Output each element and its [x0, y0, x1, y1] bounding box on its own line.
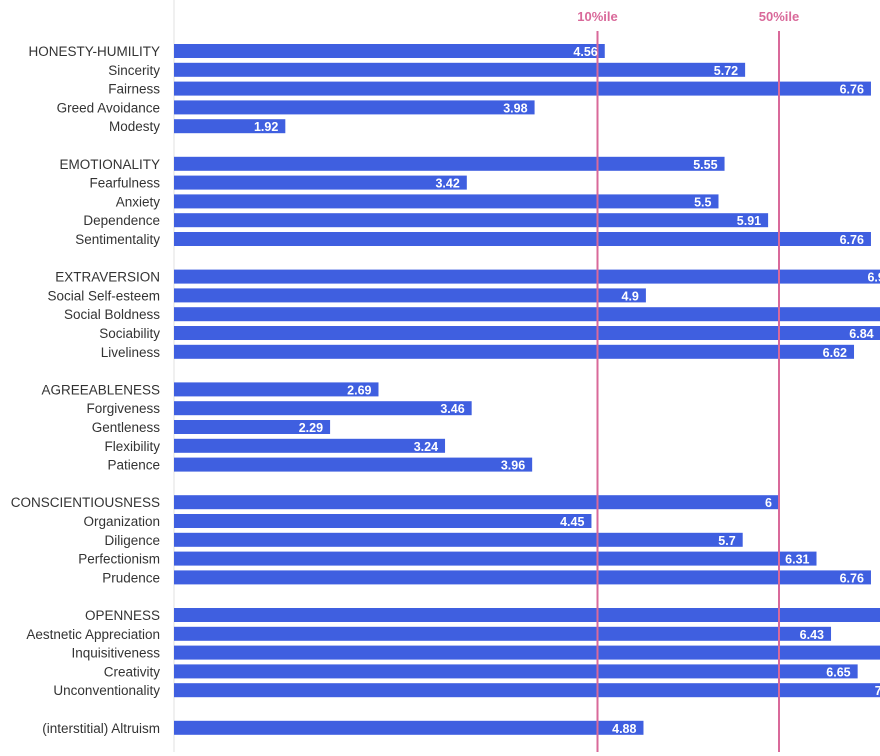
bar-aestnetic-appreciation [174, 626, 832, 641]
category-label-sociability: Sociability [99, 326, 160, 341]
category-label-social-boldness: Social Boldness [64, 307, 160, 322]
reference-label-10-ile: 10%ile [577, 9, 617, 24]
bar-interstitial-altruism [174, 720, 644, 735]
category-label-honesty-humility: HONESTY-HUMILITY [28, 44, 160, 59]
category-label-gentleness: Gentleness [92, 420, 161, 435]
value-label-organization: 4.45 [560, 515, 584, 529]
category-label-liveliness: Liveliness [101, 345, 161, 360]
category-label-forgiveness: Forgiveness [86, 401, 160, 416]
bar-inquisitiveness [174, 645, 880, 660]
bar-diligence [174, 532, 743, 547]
bar-dependence [174, 213, 769, 228]
value-label-sincerity: 5.72 [714, 64, 738, 78]
bar-sincerity [174, 62, 746, 77]
value-label-gentleness: 2.29 [299, 421, 323, 435]
bar-greed-avoidance [174, 100, 535, 115]
category-label-anxiety: Anxiety [116, 194, 161, 209]
value-label-modesty: 1.92 [254, 120, 278, 134]
value-label-liveliness: 6.62 [823, 346, 847, 360]
category-label-fairness: Fairness [108, 82, 160, 97]
value-label-conscientiousness: 6 [765, 496, 772, 510]
category-label-diligence: Diligence [104, 533, 160, 548]
value-label-social-self-esteem: 4.9 [622, 289, 639, 303]
value-label-diligence: 5.7 [718, 534, 735, 548]
category-label-unconventionality: Unconventionality [53, 683, 160, 698]
category-label-extraversion: EXTRAVERSION [55, 270, 160, 285]
category-label-social-self-esteem: Social Self-esteem [47, 288, 160, 303]
bar-unconventionality [174, 683, 880, 698]
value-label-prudence: 6.76 [840, 571, 864, 585]
category-label-openness: OPENNESS [85, 608, 160, 623]
bar-organization [174, 514, 592, 528]
category-label-interstitial-altruism: (interstitial) Altruism [42, 721, 160, 736]
category-label-conscientiousness: CONSCIENTIOUSNESS [11, 495, 160, 510]
bar-agreeableness [174, 382, 379, 397]
category-label-inquisitiveness: Inquisitiveness [71, 646, 160, 661]
bar-sentimentality [174, 232, 871, 246]
value-label-patience: 3.96 [501, 459, 525, 473]
bars-layer [174, 44, 880, 735]
bar-openness [174, 608, 880, 622]
category-label-organization: Organization [83, 514, 160, 529]
bar-forgiveness [174, 401, 472, 416]
bar-creativity [174, 664, 858, 679]
value-label-sentimentality: 6.76 [840, 233, 864, 247]
category-label-fearfulness: Fearfulness [89, 176, 160, 191]
value-label-interstitial-altruism: 4.88 [612, 722, 636, 736]
bar-honesty-humility [174, 44, 605, 58]
value-label-fearfulness: 3.42 [435, 177, 459, 191]
bar-social-self-esteem [174, 288, 646, 303]
bar-anxiety [174, 194, 719, 209]
category-label-dependence: Dependence [83, 213, 160, 228]
bar-liveliness [174, 344, 855, 359]
category-label-sincerity: Sincerity [108, 63, 160, 78]
labels-layer: HONESTY-HUMILITY 4.56 Sincerity 5.72 Fairnes… [11, 44, 880, 736]
category-label-patience: Patience [107, 458, 160, 473]
bar-fearfulness [174, 175, 467, 190]
value-label-fairness: 6.76 [840, 83, 864, 97]
category-label-agreeableness: AGREEABLENESS [41, 382, 160, 397]
category-label-emotionality: EMOTIONALITY [59, 157, 160, 172]
value-label-agreeableness: 2.69 [347, 383, 371, 397]
value-label-extraversion: 6.99 [867, 271, 880, 285]
bar-modesty [174, 119, 286, 134]
value-label-emotionality: 5.55 [693, 158, 717, 172]
value-label-aestnetic-appreciation: 6.43 [800, 628, 824, 642]
bar-emotionality [174, 156, 725, 171]
value-label-greed-avoidance: 3.98 [503, 101, 527, 115]
category-label-perfectionism: Perfectionism [78, 552, 160, 567]
bar-conscientiousness [174, 495, 779, 510]
value-label-sociability: 6.84 [849, 327, 873, 341]
category-label-aestnetic-appreciation: Aestnetic Appreciation [26, 627, 160, 642]
value-label-dependence: 5.91 [737, 214, 761, 228]
bar-social-boldness [174, 307, 880, 322]
category-label-creativity: Creativity [104, 664, 161, 679]
value-label-unconventionality: 7.05 [875, 684, 880, 698]
value-label-flexibility: 3.24 [414, 440, 438, 454]
bar-sociability [174, 326, 880, 340]
bar-gentleness [174, 420, 331, 434]
bar-extraversion [174, 269, 880, 284]
bar-fairness [174, 81, 871, 96]
value-label-perfectionism: 6.31 [785, 553, 809, 567]
category-label-greed-avoidance: Greed Avoidance [57, 100, 160, 115]
reference-label-50-ile: 50%ile [759, 9, 799, 24]
value-label-anxiety: 5.5 [694, 195, 711, 209]
bar-flexibility [174, 438, 446, 453]
category-label-sentimentality: Sentimentality [75, 232, 160, 247]
category-label-modesty: Modesty [109, 119, 160, 134]
value-label-creativity: 6.65 [826, 665, 850, 679]
bar-prudence [174, 570, 871, 585]
bar-perfectionism [174, 551, 817, 566]
category-label-flexibility: Flexibility [104, 439, 160, 454]
value-label-forgiveness: 3.46 [440, 402, 464, 416]
value-label-honesty-humility: 4.56 [573, 45, 597, 59]
bar-patience [174, 457, 533, 472]
category-label-prudence: Prudence [102, 570, 160, 585]
